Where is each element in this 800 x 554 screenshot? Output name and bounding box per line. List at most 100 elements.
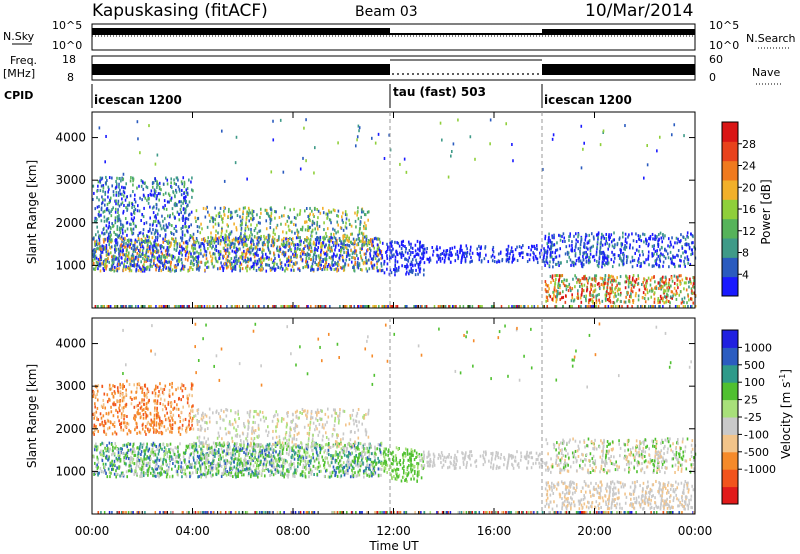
echo-point [158, 208, 160, 212]
echo-point [675, 275, 678, 279]
echo-point [659, 254, 661, 258]
echo-point [296, 465, 299, 469]
echo-point [442, 249, 445, 253]
echo-point [261, 261, 263, 265]
echo-point [152, 228, 154, 232]
echo-point [401, 252, 404, 256]
echo-point [398, 251, 401, 255]
echo-point [651, 252, 653, 256]
echo-point [235, 226, 238, 230]
echo-point [603, 256, 605, 260]
echo-point [248, 247, 251, 251]
echo-point [178, 187, 181, 191]
echo-point [121, 305, 124, 308]
echo-point [114, 265, 116, 269]
echo-point [228, 236, 230, 240]
echo-point [184, 451, 187, 455]
echo-point [203, 305, 206, 308]
echo-point [358, 129, 360, 133]
echo-point [540, 248, 543, 252]
echo-point [215, 259, 218, 263]
echo-point [353, 246, 356, 250]
echo-point [240, 226, 243, 230]
echo-point [316, 236, 319, 240]
echo-point [134, 238, 137, 242]
echo-point [416, 252, 419, 256]
echo-point [545, 250, 548, 254]
echo-point [226, 261, 228, 265]
echo-point [643, 284, 646, 288]
echo-point [134, 247, 136, 251]
nsky-trace-late [542, 29, 695, 35]
echo-point [247, 258, 249, 262]
echo-point [191, 176, 193, 180]
echo-point [113, 269, 116, 273]
echo-point [137, 137, 139, 141]
echo-point [119, 227, 122, 231]
echo-point [130, 212, 133, 216]
echo-point [219, 252, 222, 256]
echo-point [116, 472, 118, 476]
echo-point [230, 230, 233, 234]
echo-point [132, 177, 135, 181]
echo-point [240, 228, 243, 232]
echo-point [405, 272, 407, 276]
echo-point [630, 292, 632, 296]
echo-point [200, 252, 202, 256]
echo-point [157, 265, 160, 269]
echo-point [336, 267, 339, 271]
echo-point [241, 221, 243, 225]
echo-point [363, 471, 365, 475]
echo-point [157, 192, 160, 196]
echo-point [287, 257, 289, 261]
echo-point [234, 259, 237, 263]
echo-point [157, 232, 159, 236]
echo-point [685, 281, 687, 285]
echo-point [166, 246, 169, 250]
echo-point [120, 235, 123, 239]
echo-point [515, 305, 518, 308]
echo-point [665, 295, 668, 299]
echo-point [326, 264, 329, 268]
echo-point [99, 179, 101, 183]
echo-point [312, 213, 315, 217]
echo-point [99, 234, 101, 238]
echo-point [169, 263, 172, 267]
echo-point [332, 208, 335, 212]
echo-point [237, 242, 240, 246]
echo-point [127, 256, 130, 260]
echo-point [101, 195, 103, 199]
echo-point [216, 260, 219, 264]
echo-point [376, 260, 378, 264]
echo-point [569, 305, 572, 308]
echo-point [602, 262, 605, 266]
echo-point [609, 290, 612, 294]
echo-point [342, 268, 345, 272]
echo-point [222, 238, 225, 242]
echo-point [376, 266, 378, 270]
echo-point [176, 176, 179, 180]
echo-point [222, 246, 225, 250]
echo-point [354, 239, 356, 243]
echo-point [220, 234, 222, 238]
echo-point [373, 250, 376, 254]
echo-point [345, 258, 348, 262]
echo-point [328, 239, 330, 243]
echo-point [627, 282, 630, 286]
echo-point [110, 471, 112, 475]
echo-point [599, 245, 602, 249]
echo-point [203, 239, 206, 243]
echo-point [243, 239, 245, 243]
echo-point [680, 274, 682, 278]
echo-point [228, 251, 231, 255]
echo-point [312, 259, 315, 263]
echo-point [205, 250, 208, 254]
echo-point [100, 213, 102, 217]
echo-point [130, 455, 132, 459]
echo-point [439, 305, 441, 308]
echo-point [603, 254, 606, 258]
echo-point [245, 465, 248, 469]
echo-point [557, 282, 560, 286]
echo-point [274, 216, 276, 220]
